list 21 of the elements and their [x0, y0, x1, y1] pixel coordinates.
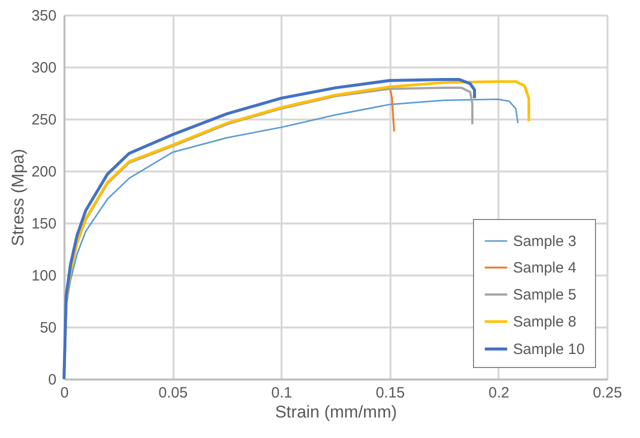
legend-label: Sample 4	[513, 260, 576, 276]
x-tick-label: 0.2	[488, 384, 510, 402]
y-axis-title: Stress (Mpa)	[8, 148, 28, 246]
x-tick-label: 0.25	[592, 384, 622, 402]
y-tick-label: 150	[31, 216, 56, 232]
x-tick-label: 0.1	[271, 384, 292, 402]
x-tick-label: 0.05	[158, 384, 188, 402]
y-tick-label: 50	[40, 320, 56, 336]
legend-label: Sample 8	[513, 314, 576, 330]
x-tick-label: 0.15	[376, 384, 405, 402]
legend-label: Sample 3	[513, 233, 576, 250]
y-tick-label: 350	[31, 8, 56, 24]
y-tick-label: 0	[48, 372, 56, 388]
y-tick-label: 200	[31, 164, 56, 180]
y-tick-label: 300	[31, 60, 56, 76]
x-tick-label: 0	[60, 384, 69, 402]
y-tick-label: 100	[31, 268, 56, 284]
legend-label: Sample 10	[513, 341, 585, 358]
legend-label: Sample 5	[513, 286, 576, 304]
x-axis-title: Strain (mm/mm)	[275, 402, 397, 422]
y-tick-label: 250	[31, 112, 56, 128]
